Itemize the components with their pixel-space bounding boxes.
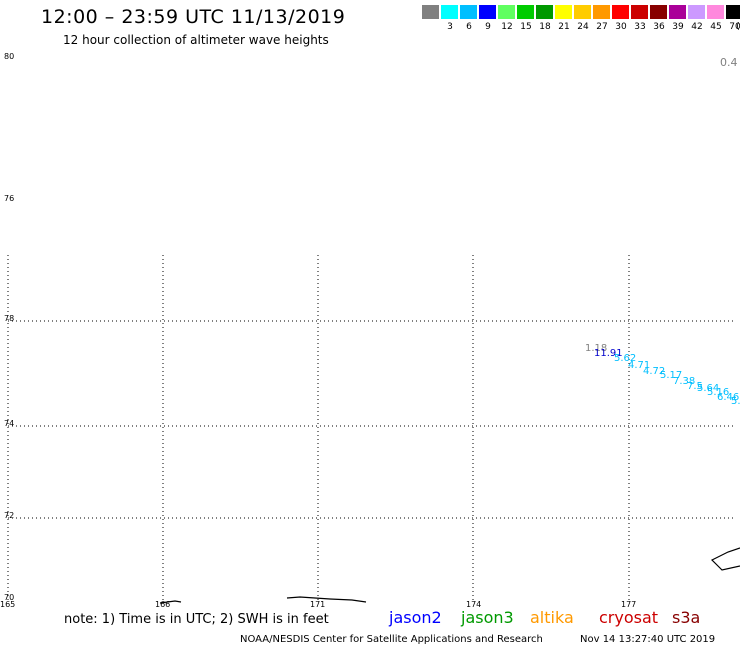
longitude-label: 177 xyxy=(621,600,637,609)
scale-swatch xyxy=(669,5,686,19)
scale-swatch xyxy=(479,5,496,19)
scale-swatch xyxy=(498,5,515,19)
wave-height-reading: 5.64 xyxy=(697,383,720,394)
scale-swatch xyxy=(688,5,705,19)
scale-label: 6 xyxy=(466,22,472,32)
wave-height-reading: 1.18 xyxy=(585,343,608,354)
scale-label: 15 xyxy=(520,22,532,32)
generation-timestamp: Nov 14 13:27:40 UTC 2019 xyxy=(580,634,716,645)
page-subtitle: 12 hour collection of altimeter wave hei… xyxy=(63,33,329,47)
satellite-legend-cryosat: cryosat xyxy=(599,608,659,627)
grid-lines xyxy=(7,255,735,600)
satellite-legend-jason3: jason3 xyxy=(461,608,514,627)
scale-swatch xyxy=(422,5,439,19)
wave-height-reading: 4.71 xyxy=(628,360,651,371)
scale-label: 21 xyxy=(558,22,570,32)
scale-swatch xyxy=(631,5,648,19)
longitude-label: 165 xyxy=(0,600,16,609)
scale-swatch xyxy=(517,5,534,19)
latitude-label: 78 xyxy=(4,314,15,323)
wave-height-reading: 7.38 xyxy=(673,376,696,387)
satellite-legend-jason2: jason2 xyxy=(389,608,442,627)
scale-label: 36 xyxy=(653,22,665,32)
scale-unit: (ft) xyxy=(736,22,740,32)
satellite-legend-s3a: s3a xyxy=(672,608,701,627)
scale-label: 70 xyxy=(729,22,740,32)
scale-label: 33 xyxy=(634,22,646,32)
wave-height-reading: 4.72 xyxy=(643,366,666,377)
wave-height-reading: 5.62 xyxy=(614,353,637,364)
latitude-label: 80 xyxy=(4,52,15,61)
longitude-label: 174 xyxy=(466,600,482,609)
scale-swatch xyxy=(650,5,667,19)
latitude-label: 70 xyxy=(4,593,15,602)
scale-swatch xyxy=(574,5,591,19)
footer-note: note: 1) Time is in UTC; 2) SWH is in fe… xyxy=(64,612,329,627)
wave-height-reading: 6.46 xyxy=(717,392,740,403)
wave-height-reading: 5.17 xyxy=(660,370,683,381)
coastline-central xyxy=(286,596,367,603)
scale-label: 27 xyxy=(596,22,608,32)
coastlines xyxy=(159,547,740,604)
scale-label: 9 xyxy=(485,22,491,32)
scale-swatch xyxy=(612,5,629,19)
scale-label: 39 xyxy=(672,22,684,32)
scale-swatch xyxy=(593,5,610,19)
scale-swatch xyxy=(726,5,740,19)
coastline-west xyxy=(159,600,182,604)
corner-value: 0.4 xyxy=(720,56,738,69)
scale-label: 30 xyxy=(615,22,627,32)
scale-label: 42 xyxy=(691,22,703,32)
latitude-label: 74 xyxy=(4,419,15,428)
scale-swatch xyxy=(707,5,724,19)
scale-swatch xyxy=(536,5,553,19)
credit-line: NOAA/NESDIS Center for Satellite Applica… xyxy=(240,634,543,645)
wave-height-reading: 7.5 xyxy=(687,381,703,392)
scale-swatch xyxy=(441,5,458,19)
scale-label: 45 xyxy=(710,22,722,32)
wave-height-reading: 5.4 xyxy=(731,396,740,407)
coastline-east xyxy=(710,547,740,571)
longitude-label: 171 xyxy=(310,600,326,609)
page-title: 12:00 – 23:59 UTC 11/13/2019 xyxy=(41,6,346,28)
scale-label: 12 xyxy=(501,22,513,32)
scale-label: 3 xyxy=(447,22,453,32)
satellite-legend-altika: altika xyxy=(530,608,574,627)
scale-swatch xyxy=(555,5,572,19)
latitude-label: 72 xyxy=(4,511,15,520)
scale-label: 24 xyxy=(577,22,589,32)
longitude-label: 166 xyxy=(155,600,171,609)
scale-label: 18 xyxy=(539,22,551,32)
scale-swatch xyxy=(460,5,477,19)
wave-height-reading: 5.16 xyxy=(707,387,730,398)
wave-height-reading: 11.91 xyxy=(594,348,623,359)
latitude-label: 76 xyxy=(4,194,15,203)
